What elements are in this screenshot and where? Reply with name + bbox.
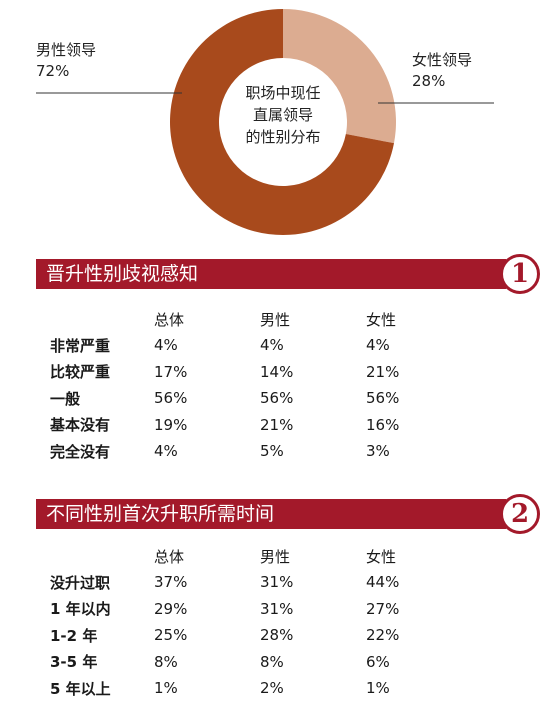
cell-total: 4% [154, 336, 178, 355]
cell-female: 16% [366, 415, 400, 434]
section-1-banner: 晋升性别歧视感知 [36, 259, 506, 289]
male-slice [170, 9, 394, 235]
row-label: 完全没有 [50, 442, 111, 461]
table-row: 基本没有 19% 21% 16% [50, 412, 472, 439]
row-label: 1-2 年 [50, 626, 98, 645]
cell-female: 44% [366, 573, 400, 592]
row-label: 1 年以内 [50, 600, 111, 619]
female-slice [283, 9, 397, 144]
female-slice-value: 28% [412, 72, 446, 90]
cell-female: 1% [366, 679, 390, 698]
female-callout: 女性领导 28% [412, 50, 472, 92]
section-2-banner: 不同性别首次升职所需时间 [36, 499, 506, 529]
cell-total: 4% [154, 442, 178, 461]
column-header-male: 男性 [260, 547, 291, 566]
cell-male: 4% [260, 336, 284, 355]
cell-total: 29% [154, 599, 188, 618]
donut-center-label: 职场中现任 直属领导 的性别分布 [223, 82, 343, 148]
row-label: 基本没有 [50, 416, 111, 435]
cell-male: 56% [260, 389, 294, 408]
section-1-badge: 1 [500, 254, 540, 294]
row-label: 一般 [50, 389, 81, 408]
row-label: 没升过职 [50, 573, 111, 592]
cell-female: 4% [366, 336, 390, 355]
cell-male: 31% [260, 599, 294, 618]
cell-total: 1% [154, 679, 178, 698]
cell-female: 56% [366, 389, 400, 408]
cell-female: 22% [366, 626, 400, 645]
male-slice-label: 男性领导 [36, 41, 97, 59]
table-row: 完全没有 4% 5% 3% [50, 438, 472, 465]
cell-total: 8% [154, 652, 178, 671]
cell-female: 3% [366, 442, 390, 461]
cell-male: 2% [260, 679, 284, 698]
column-header-male: 男性 [260, 310, 291, 329]
column-header-total: 总体 [154, 547, 185, 566]
column-header-total: 总体 [154, 310, 185, 329]
column-header-female: 女性 [366, 310, 397, 329]
donut-slices [170, 9, 397, 235]
row-label: 5 年以上 [50, 679, 111, 698]
table-row: 一般 56% 56% 56% [50, 385, 472, 412]
table-row: 3-5 年 8% 8% 6% [50, 649, 472, 676]
section-2-title: 不同性别首次升职所需时间 [46, 503, 275, 525]
cell-male: 5% [260, 442, 284, 461]
cell-male: 31% [260, 573, 294, 592]
gender-distribution-donut [36, 9, 494, 235]
section-2-badge: 2 [500, 494, 540, 534]
cell-female: 21% [366, 362, 400, 381]
cell-female: 6% [366, 652, 390, 671]
cell-male: 14% [260, 362, 294, 381]
first-promotion-time-table: 总体 男性 女性 没升过职 37% 31% 44% 1 年以内 29% 31% … [50, 543, 472, 702]
cell-total: 25% [154, 626, 188, 645]
row-label: 非常严重 [50, 336, 111, 355]
table-row: 非常严重 4% 4% 4% [50, 332, 472, 359]
cell-total: 37% [154, 573, 188, 592]
table-header-row: 总体 男性 女性 [50, 543, 472, 569]
cell-male: 28% [260, 626, 294, 645]
female-slice-label: 女性领导 [412, 51, 473, 69]
cell-total: 56% [154, 389, 188, 408]
section-1-title: 晋升性别歧视感知 [46, 263, 199, 285]
center-label-line-1: 职场中现任 [245, 84, 321, 102]
center-label-line-3: 的性别分布 [245, 128, 321, 146]
table-header-row: 总体 男性 女性 [50, 306, 472, 332]
table-row: 5 年以上 1% 2% 1% [50, 675, 472, 702]
cell-female: 27% [366, 599, 400, 618]
table-row: 1 年以内 29% 31% 27% [50, 596, 472, 623]
row-label: 3-5 年 [50, 653, 98, 672]
cell-male: 8% [260, 652, 284, 671]
table-row: 比较严重 17% 14% 21% [50, 359, 472, 386]
column-header-female: 女性 [366, 547, 397, 566]
male-callout: 男性领导 72% [36, 40, 96, 82]
cell-total: 17% [154, 362, 188, 381]
promotion-discrimination-table: 总体 男性 女性 非常严重 4% 4% 4% 比较严重 17% 14% 21% … [50, 306, 472, 465]
cell-total: 19% [154, 415, 188, 434]
table-row: 没升过职 37% 31% 44% [50, 569, 472, 596]
cell-male: 21% [260, 415, 294, 434]
row-label: 比较严重 [50, 363, 111, 382]
table-row: 1-2 年 25% 28% 22% [50, 622, 472, 649]
male-slice-value: 72% [36, 62, 70, 80]
center-label-line-2: 直属领导 [252, 106, 313, 124]
